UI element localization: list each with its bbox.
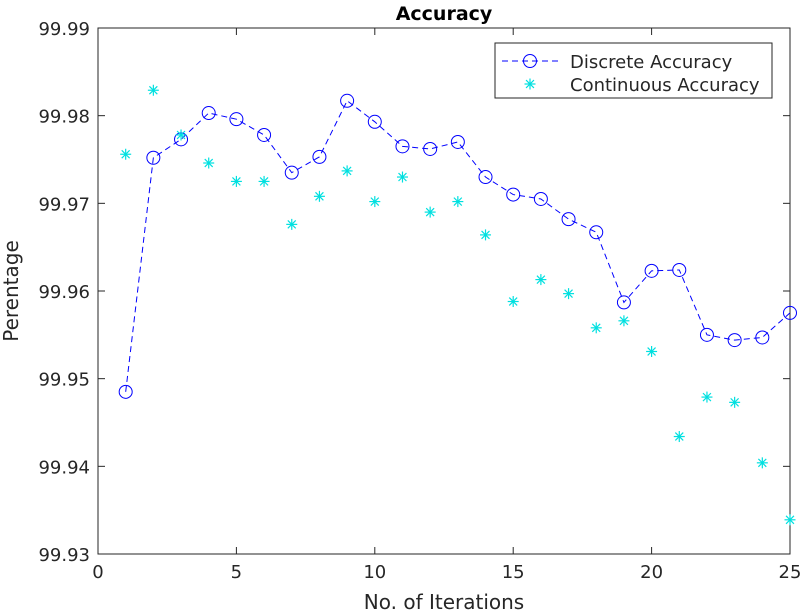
x-tick-label: 25	[779, 562, 802, 583]
discrete-accuracy-point	[284, 165, 299, 180]
continuous-accuracy-point	[258, 175, 270, 187]
x-tick-label: 5	[231, 562, 242, 583]
discrete-accuracy-point	[312, 149, 327, 164]
y-tick-label: 99.95	[38, 370, 90, 391]
continuous-accuracy-point	[120, 148, 132, 160]
discrete-accuracy-point	[616, 295, 631, 310]
discrete-accuracy-point	[533, 191, 548, 206]
x-tick-label: 10	[363, 562, 386, 583]
data-series	[118, 84, 797, 526]
legend-discrete-marker	[523, 54, 537, 68]
discrete-accuracy-point	[423, 141, 438, 156]
y-tick-label: 99.96	[38, 282, 90, 303]
discrete-accuracy-point	[699, 327, 714, 342]
continuous-accuracy-point	[618, 315, 630, 327]
continuous-accuracy-point	[147, 84, 159, 96]
continuous-accuracy-point	[230, 175, 242, 187]
axis-ticks: 0 5 10 15 20 25 99.93 99.94 99.95 99.96 99.97 99.98…	[38, 19, 801, 583]
legend-discrete-label: Discrete Accuracy	[570, 52, 733, 73]
y-axis-label: Perentage	[0, 240, 23, 342]
discrete-accuracy-point	[727, 333, 742, 348]
continuous-accuracy-point	[729, 396, 741, 408]
discrete-accuracy-point	[644, 263, 659, 278]
discrete-accuracy-line	[125, 99, 791, 392]
discrete-accuracy-point	[395, 139, 410, 154]
continuous-accuracy-point	[369, 196, 381, 208]
chart-title: Accuracy	[396, 3, 493, 25]
y-tick-label: 99.93	[38, 545, 90, 566]
continuous-accuracy-point	[341, 165, 353, 177]
continuous-accuracy-point	[563, 288, 575, 300]
x-tick-label: 0	[92, 562, 103, 583]
continuous-accuracy-point	[784, 514, 796, 526]
legend-continuous-marker	[524, 78, 536, 90]
y-tick-label: 99.99	[38, 19, 90, 40]
x-axis-label: No. of Iterations	[364, 590, 524, 614]
continuous-accuracy-point	[424, 206, 436, 218]
discrete-accuracy-point	[672, 262, 687, 277]
legend: Discrete Accuracy Continuous Accuracy	[494, 42, 773, 99]
continuous-accuracy-point	[175, 129, 187, 141]
legend-box	[494, 42, 773, 99]
discrete-accuracy-point	[146, 150, 161, 165]
discrete-accuracy-point	[450, 134, 465, 149]
x-tick-label: 15	[502, 562, 525, 583]
discrete-accuracy-point	[367, 114, 382, 129]
continuous-accuracy-point	[286, 218, 298, 230]
discrete-accuracy-point	[506, 187, 521, 202]
legend-star-icon	[524, 78, 536, 90]
x-tick-label: 20	[640, 562, 663, 583]
continuous-accuracy-point	[480, 229, 492, 241]
discrete-accuracy-point	[478, 170, 493, 185]
continuous-accuracy-point	[313, 190, 325, 202]
y-tick-label: 99.98	[38, 107, 90, 128]
discrete-accuracy-point	[340, 93, 355, 108]
discrete-accuracy-point	[755, 330, 770, 345]
continuous-accuracy-point	[203, 157, 215, 169]
continuous-accuracy-point	[590, 322, 602, 334]
discrete-accuracy-point	[201, 106, 216, 121]
y-tick-label: 99.94	[38, 457, 90, 478]
continuous-accuracy-point	[396, 171, 408, 183]
plot-area	[97, 27, 791, 555]
continuous-accuracy-point	[535, 274, 547, 286]
discrete-accuracy-point	[589, 225, 604, 240]
y-tick-label: 99.97	[38, 194, 90, 215]
discrete-accuracy-point	[229, 112, 244, 127]
continuous-accuracy-point	[507, 296, 519, 308]
continuous-accuracy-point	[646, 345, 658, 357]
discrete-accuracy-point	[118, 384, 133, 399]
continuous-accuracy-point	[756, 457, 768, 469]
legend-continuous-label: Continuous Accuracy	[570, 75, 760, 96]
continuous-accuracy-point	[701, 391, 713, 403]
discrete-accuracy-point	[561, 212, 576, 227]
discrete-accuracy-point	[257, 127, 272, 142]
continuous-accuracy-point	[452, 196, 464, 208]
discrete-accuracy-point	[783, 305, 797, 320]
continuous-accuracy-point	[673, 431, 685, 443]
